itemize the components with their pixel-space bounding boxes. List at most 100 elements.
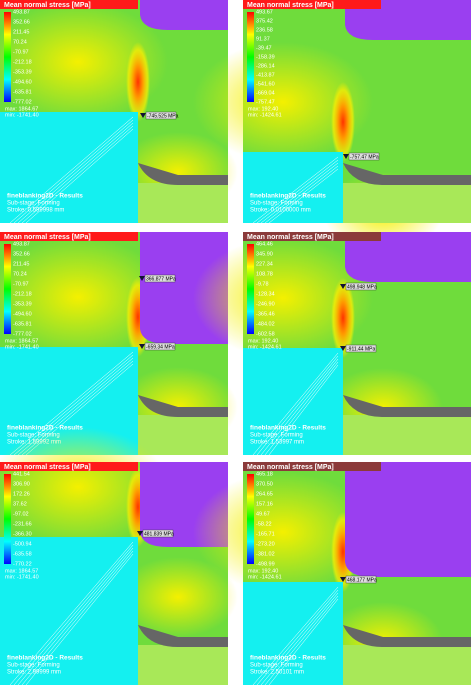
legend-label: 108.78 — [256, 271, 273, 277]
legend-label: -128.34 — [256, 291, 275, 297]
stress-yellow — [0, 2, 168, 122]
footer-line: Sub-stage: Forming — [7, 663, 60, 669]
stress-yellow — [0, 237, 168, 357]
gray-band — [343, 625, 471, 647]
min-label: min: -1741.40 — [5, 344, 39, 350]
footer-line: Sub-stage: Forming — [250, 663, 303, 669]
result-panel: Mean normal stress [MPa]465.18 370.50 264.… — [193, 462, 471, 685]
mesh-line — [264, 361, 339, 456]
footer-line: Stroke: 2.50101 mm — [250, 670, 304, 676]
legend-title: Mean normal stress [MPa] — [4, 2, 91, 9]
die-region — [0, 112, 138, 223]
stress-yellow — [118, 557, 238, 637]
gray-band — [138, 163, 228, 185]
probe-box — [144, 274, 176, 283]
legend-label: -286.14 — [256, 63, 275, 69]
max-label: max: 1864.57 — [5, 338, 38, 344]
probe-label: -757.47 MPa — [350, 154, 379, 160]
legend-label: -70.97 — [13, 49, 29, 55]
legend-label: 70.24 — [13, 39, 27, 45]
probe-marker — [340, 577, 346, 582]
legend-label: 352.66 — [13, 251, 30, 257]
legend-label: -231.66 — [13, 521, 32, 527]
legend-label: -635.81 — [13, 89, 32, 95]
legend-label: -777.02 — [13, 99, 32, 105]
color-bar — [4, 244, 11, 334]
legend-label: 370.50 — [256, 481, 273, 487]
punch-region — [345, 232, 471, 282]
legend-label: -9.78 — [256, 281, 269, 287]
footer-line: Stroke: 1.53997 mm — [250, 440, 304, 446]
legend-title-bar — [243, 0, 381, 9]
strip-region — [138, 183, 228, 223]
min-label: min: -1741.40 — [5, 574, 39, 580]
max-label: max: 192.40 — [248, 568, 278, 574]
legend-title-bar — [0, 232, 138, 241]
result-panel: Mean normal stress [MPa]464.46 345.90 227.… — [193, 232, 471, 456]
min-label: min: -1741.40 — [5, 112, 39, 118]
probe-box — [144, 342, 176, 351]
legend-label: 465.18 — [256, 471, 273, 477]
legend-label: 464.46 — [256, 241, 273, 247]
legend-title-bar — [243, 232, 381, 241]
result-panel: Mean normal stress [MPa]493.67375.42236.… — [193, 0, 471, 252]
mesh-line — [268, 598, 339, 685]
legend-label: 49.67 — [256, 511, 270, 517]
probe-label: 468.177 MPa — [347, 577, 377, 583]
footer-line: Stroke: 0.0100000 mm — [250, 208, 311, 214]
mesh-line — [252, 156, 339, 224]
probe-box — [345, 344, 377, 353]
legend-label: -97.02 — [13, 511, 29, 517]
legend-label: -777.02 — [13, 331, 32, 337]
legend-label: 264.65 — [256, 491, 273, 497]
mesh-line — [9, 116, 134, 224]
legend-label: 236.58 — [256, 27, 273, 33]
mesh-line — [264, 165, 339, 224]
legend-label: 70.24 — [13, 271, 27, 277]
probe-marker — [340, 346, 346, 351]
min-label: min: -1424.61 — [248, 574, 282, 580]
strip-region — [343, 183, 471, 223]
result-panel: Mean normal stress [MPa]441.54 306.90 172.… — [0, 427, 238, 685]
mesh-line — [256, 589, 339, 685]
legend-label: -212.18 — [13, 291, 32, 297]
legend-label: -273.20 — [256, 541, 275, 547]
max-label: max: 1864.57 — [5, 568, 38, 574]
legend-label: 493.87 — [13, 9, 30, 15]
probe-marker — [343, 154, 349, 159]
stress-yellow — [0, 427, 168, 547]
legend-label: 37.62 — [13, 501, 27, 507]
color-bar — [247, 474, 254, 564]
legend-label: 345.90 — [256, 251, 273, 257]
color-bar — [247, 12, 254, 102]
legend-title: Mean normal stress [MPa] — [247, 234, 334, 241]
legend-label: 441.54 — [13, 471, 30, 477]
legend-label: 306.90 — [13, 481, 30, 487]
legend-label: -365.46 — [256, 311, 275, 317]
legend-label: -602.58 — [256, 331, 275, 337]
mesh-line — [256, 159, 339, 224]
mesh-line — [13, 544, 134, 685]
legend-label: -381.02 — [256, 551, 275, 557]
legend-title: Mean normal stress [MPa] — [247, 464, 334, 471]
mesh-line — [260, 358, 339, 456]
legend-label: -413.87 — [256, 72, 275, 78]
legend-title-bar — [0, 462, 138, 471]
legend-label: -353.39 — [13, 301, 32, 307]
max-label: max: 192.40 — [248, 106, 278, 112]
legend-label: 91.37 — [256, 36, 270, 42]
legend-label: 493.87 — [13, 241, 30, 247]
legend-title-bar — [0, 0, 138, 9]
legend-label: 375.42 — [256, 18, 273, 24]
footer-line: fineblanking2D - Results — [7, 193, 83, 200]
legend-title-bar — [243, 462, 381, 471]
mesh-line — [264, 595, 339, 685]
probe-marker — [140, 113, 146, 118]
probe-box — [142, 529, 174, 538]
probe-box — [345, 282, 377, 291]
legend-label: -669.04 — [256, 90, 275, 96]
result-panel: Mean normal stress [MPa]493.87 352.66 211.… — [0, 0, 238, 224]
mesh-line — [256, 355, 339, 456]
gray-band — [343, 395, 471, 417]
